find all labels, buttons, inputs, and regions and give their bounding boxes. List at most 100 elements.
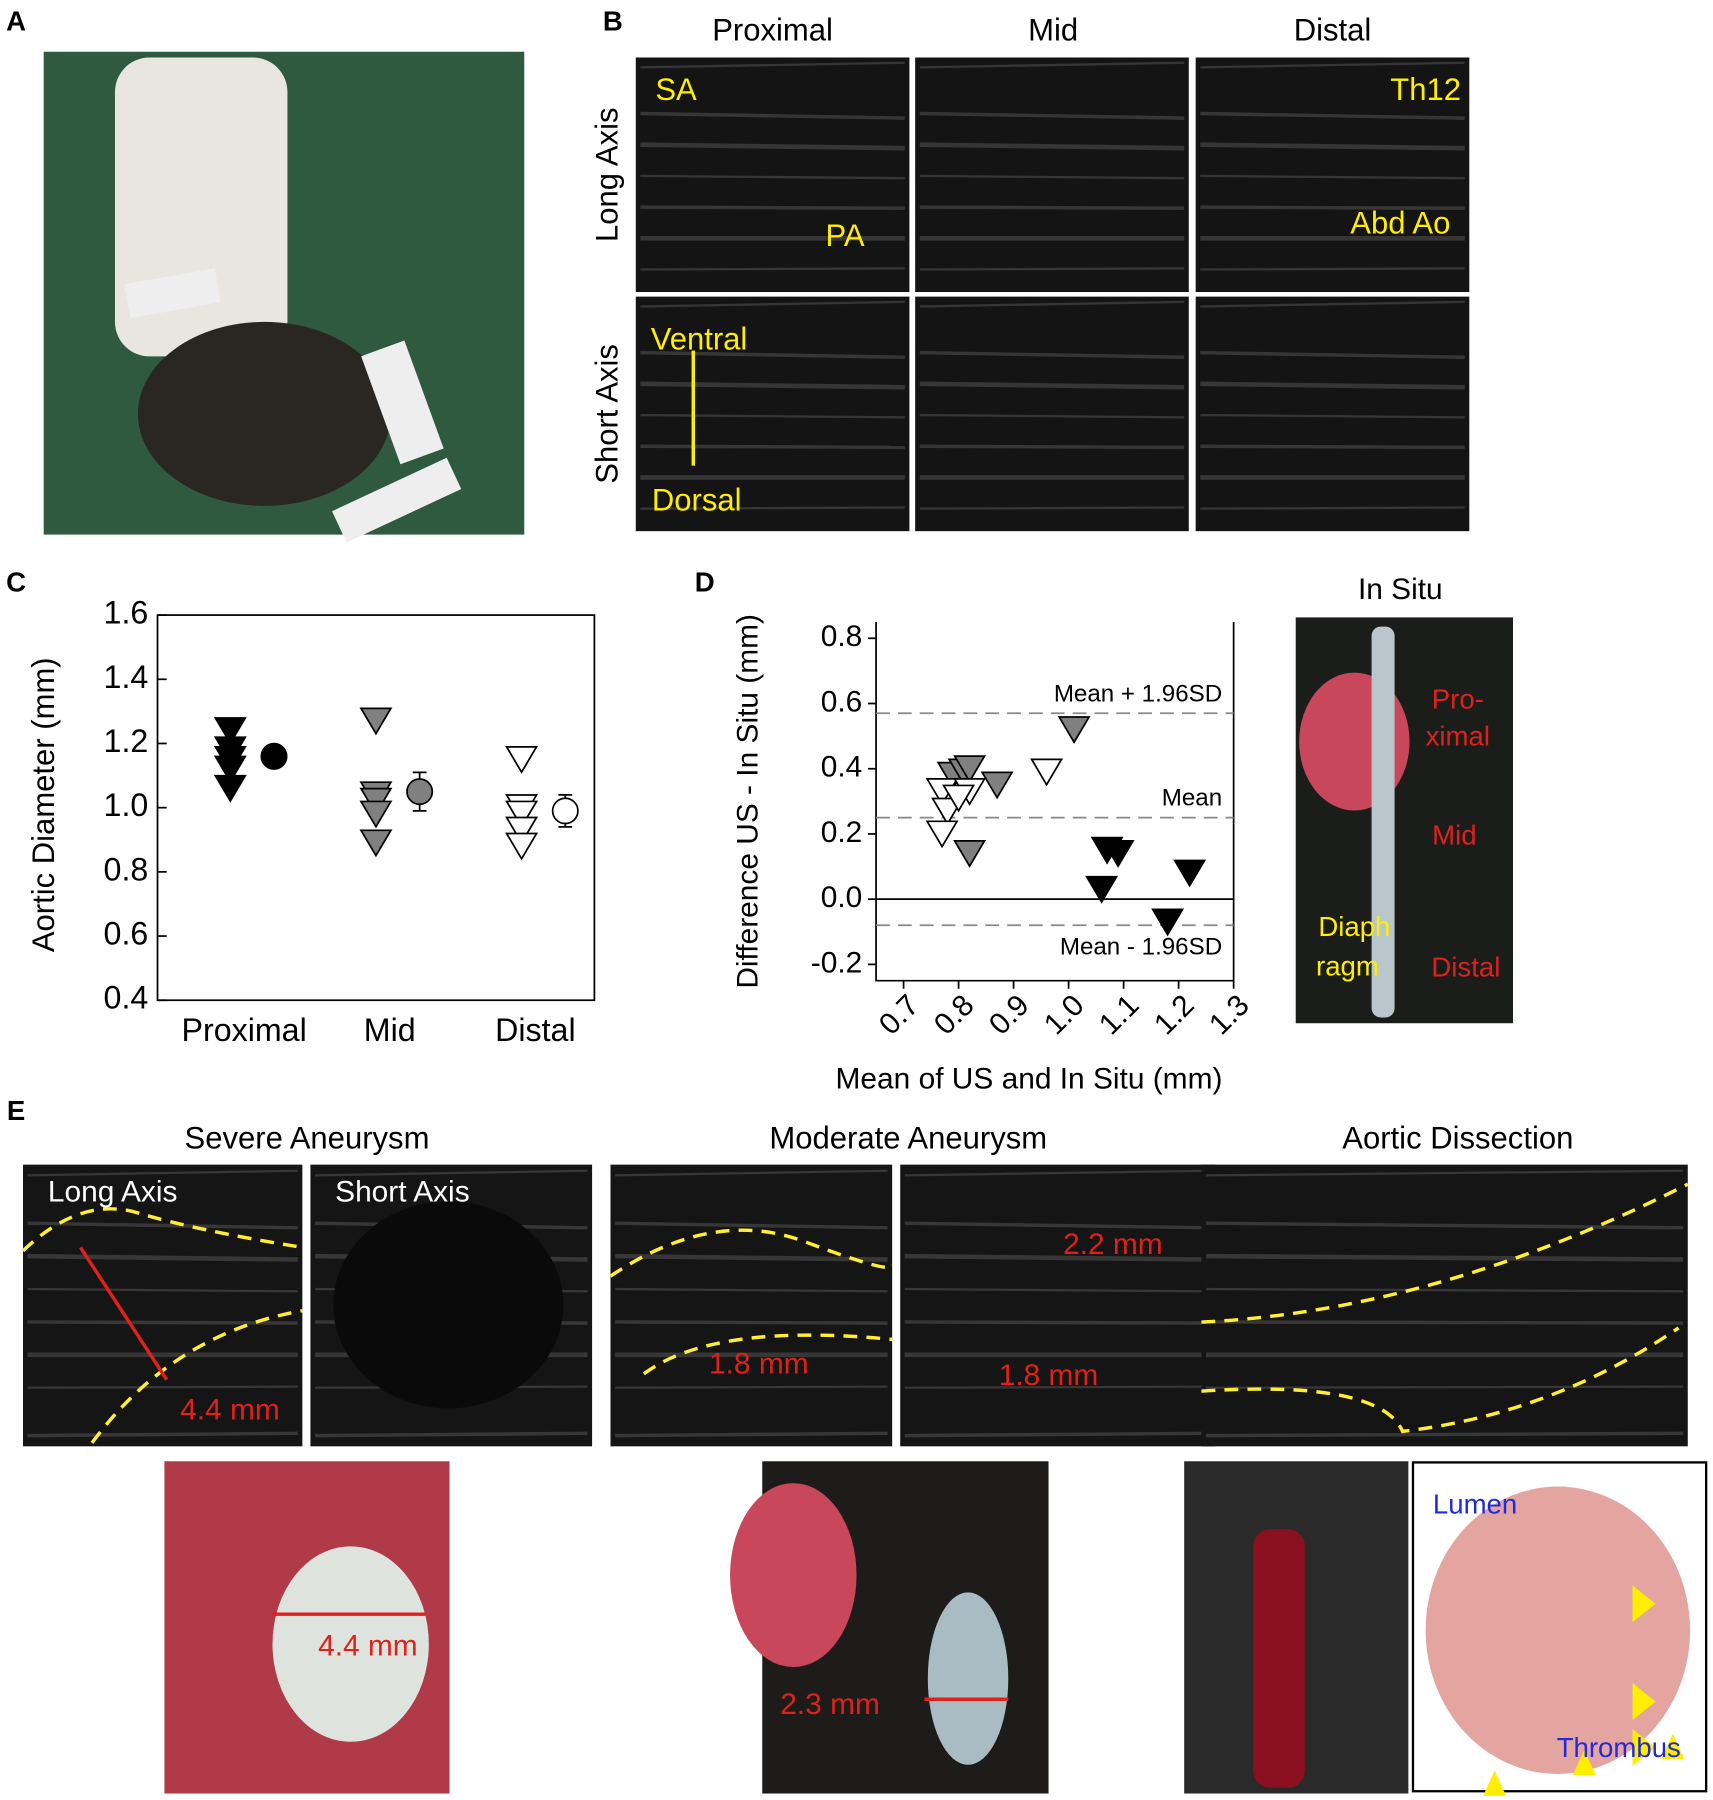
echo-streak xyxy=(904,1287,1211,1293)
annotation: Dorsal xyxy=(652,483,742,518)
y-tick-label: -0.2 xyxy=(811,946,862,979)
y-tick-label: 1.6 xyxy=(104,595,149,631)
echo-streak xyxy=(640,111,905,120)
echo-streak xyxy=(27,1221,298,1230)
tape xyxy=(332,457,462,543)
ultrasound-image xyxy=(635,57,910,293)
echo-streak xyxy=(1206,1221,1684,1230)
column-heading: Distal xyxy=(1294,12,1372,47)
panel-label: C xyxy=(6,566,26,597)
ultrasound-image xyxy=(22,1164,303,1447)
axes xyxy=(875,621,1235,982)
annotation: Diaph xyxy=(1318,911,1390,942)
annotation: Ventral xyxy=(651,322,748,357)
panel-label: B xyxy=(603,5,623,36)
reference-label: Mean + 1.96SD xyxy=(1054,680,1222,707)
data-point xyxy=(505,746,539,774)
echo-streak xyxy=(27,1385,298,1389)
x-axis-label: Mean of US and In Situ (mm) xyxy=(836,1063,1223,1096)
echo-streak xyxy=(1200,61,1465,69)
x-tick-label: 0.8 xyxy=(928,989,981,1042)
echo-streak xyxy=(27,1431,298,1438)
tape xyxy=(361,340,444,465)
vessel-wall xyxy=(21,1182,1689,1444)
arrowhead xyxy=(1632,1729,1656,1766)
ultrasound-image xyxy=(1195,57,1470,293)
view-label: Long Axis xyxy=(48,1175,178,1208)
measurement: 2.2 mm xyxy=(1063,1228,1163,1261)
echo-streak xyxy=(1200,381,1465,390)
echo-streak xyxy=(640,174,905,180)
measurement: 1.8 mm xyxy=(709,1348,809,1381)
echo-streak xyxy=(919,142,1185,151)
echo-streak xyxy=(315,1431,588,1438)
echo-streak xyxy=(640,205,905,210)
echo-streak xyxy=(919,174,1185,180)
echo-streak xyxy=(27,1169,298,1177)
arrowhead xyxy=(1572,1749,1596,1776)
column-heading: Proximal xyxy=(712,12,833,47)
data-point xyxy=(953,840,987,868)
measurement: 4.4 mm xyxy=(180,1394,280,1427)
y-tick-label: 0.4 xyxy=(821,751,863,784)
data-point xyxy=(359,829,393,858)
echo-streak xyxy=(919,300,1185,308)
mouse xyxy=(137,321,391,506)
thrombus xyxy=(1253,1529,1305,1788)
y-tick-label: 1.0 xyxy=(104,787,149,823)
annotation: ximal xyxy=(1426,720,1490,751)
echo-streak xyxy=(904,1320,1211,1325)
y-tick-label: 1.4 xyxy=(104,659,149,695)
annotation: PA xyxy=(825,218,864,253)
x-tick-label: 1.2 xyxy=(1148,989,1201,1042)
y-tick-label: 0.6 xyxy=(104,916,149,952)
tape xyxy=(124,268,221,319)
arrowhead xyxy=(1632,1585,1656,1623)
ultrasound-image xyxy=(915,296,1189,532)
y-tick-label: 0.4 xyxy=(104,980,149,1016)
data-point xyxy=(359,800,393,829)
measurement: 1.8 mm xyxy=(999,1359,1099,1392)
ultrasound-image xyxy=(915,57,1189,293)
echo-streak xyxy=(1206,1385,1684,1389)
echo-streak xyxy=(904,1221,1211,1230)
measure-arrow xyxy=(79,1246,169,1381)
panel-label: A xyxy=(6,5,26,36)
echo-streak xyxy=(919,413,1185,419)
y-axis-label: Difference US - In Situ (mm) xyxy=(731,614,764,989)
y-tick-label: 1.2 xyxy=(104,723,149,759)
echo-streak xyxy=(904,1169,1211,1177)
section-title: Severe Aneurysm xyxy=(185,1121,430,1156)
data-point xyxy=(213,755,247,784)
echo-streak xyxy=(615,1320,888,1325)
echo-streak xyxy=(1200,174,1465,180)
echo-streak xyxy=(1206,1320,1684,1325)
y-tick-label: 0.8 xyxy=(104,851,149,887)
data-point xyxy=(1030,758,1064,787)
x-tick-label: 1.3 xyxy=(1203,989,1256,1042)
echo-streak xyxy=(314,1169,588,1177)
echo-streak xyxy=(640,381,905,390)
echo-streak xyxy=(640,506,905,510)
y-tick-label: 0.8 xyxy=(821,620,863,653)
echo-streak xyxy=(919,267,1185,271)
echo-streak xyxy=(919,444,1185,450)
echo-streak xyxy=(1200,111,1465,120)
measurement: 2.3 mm xyxy=(780,1688,880,1721)
y-tick-label: 0.6 xyxy=(821,685,863,718)
data-point xyxy=(1151,908,1185,937)
ultrasound-image xyxy=(900,1164,1216,1447)
mean-point xyxy=(260,742,288,770)
data-point xyxy=(213,717,247,745)
echo-streak xyxy=(640,300,905,308)
echo-streak xyxy=(615,1221,888,1230)
y-tick-label: 0.0 xyxy=(821,881,863,914)
aneurysm xyxy=(927,1592,1009,1765)
echo-streak xyxy=(919,350,1185,359)
view-label: Short Axis xyxy=(335,1175,469,1208)
echo-streak xyxy=(640,142,905,151)
section-title: Aortic Dissection xyxy=(1342,1121,1573,1156)
histology-section xyxy=(1425,1486,1691,1774)
data-point xyxy=(359,707,393,736)
